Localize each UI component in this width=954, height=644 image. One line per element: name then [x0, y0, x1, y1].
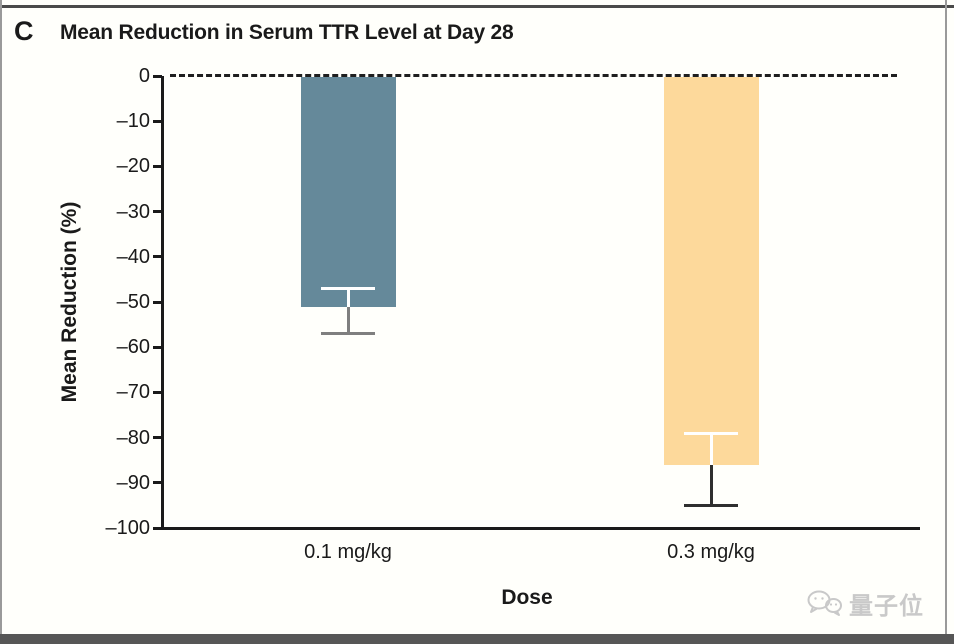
frame-right-border [945, 0, 947, 644]
watermark-text: 量子位 [849, 593, 924, 620]
frame-top-border [0, 5, 954, 8]
x-axis-line [161, 527, 920, 530]
y-axis-tick-label: –100 [105, 517, 151, 539]
frame-left-border [0, 0, 2, 644]
chart-title: Mean Reduction in Serum TTR Level at Day… [60, 21, 514, 44]
y-axis-tick-label: –40 [116, 245, 150, 268]
frame-bottom-border [0, 634, 954, 644]
x-axis-category-label: 0.1 mg/kg [304, 541, 392, 563]
error-bar-stem-inner [346, 288, 350, 307]
y-axis-tick [153, 481, 162, 485]
data-bar [300, 77, 396, 307]
y-axis-tick-label: –10 [116, 110, 150, 133]
data-bar [663, 77, 759, 465]
error-bar-stem-outer [709, 464, 713, 506]
watermark: 量子位 [806, 586, 924, 621]
y-axis-tick [153, 74, 162, 78]
panel-label: C [14, 16, 34, 46]
y-axis-tick [153, 164, 162, 168]
error-bar-stem-outer [346, 306, 350, 334]
y-axis-tick-label: –30 [116, 200, 150, 223]
error-bar-stem-inner [709, 433, 713, 465]
error-bar-lower-cap [321, 332, 375, 336]
y-axis-tick-label: –70 [116, 381, 150, 404]
y-axis-tick-label: –60 [116, 336, 150, 359]
y-axis-tick [153, 390, 162, 394]
y-axis-tick [153, 119, 162, 123]
y-axis-tick [153, 345, 162, 349]
error-bar-lower-cap [684, 503, 738, 507]
y-axis-tick-label: 0 [138, 65, 150, 87]
wechat-chat-bubbles-icon [807, 590, 842, 616]
y-axis-line [161, 76, 164, 530]
zero-baseline-dashed [170, 74, 897, 77]
y-axis-tick [153, 300, 162, 304]
y-axis-tick [153, 526, 162, 530]
y-axis-tick-label: –90 [116, 471, 150, 494]
y-axis-tick [153, 436, 162, 440]
y-axis-tick-label: –80 [116, 426, 150, 449]
x-axis-title: Dose [501, 586, 553, 609]
y-axis-tick-label: –50 [116, 291, 150, 313]
x-axis-category-label: 0.3 mg/kg [667, 541, 755, 563]
y-axis-tick [153, 210, 162, 214]
y-axis-tick [153, 255, 162, 259]
y-axis-tick-label: –20 [116, 155, 150, 178]
